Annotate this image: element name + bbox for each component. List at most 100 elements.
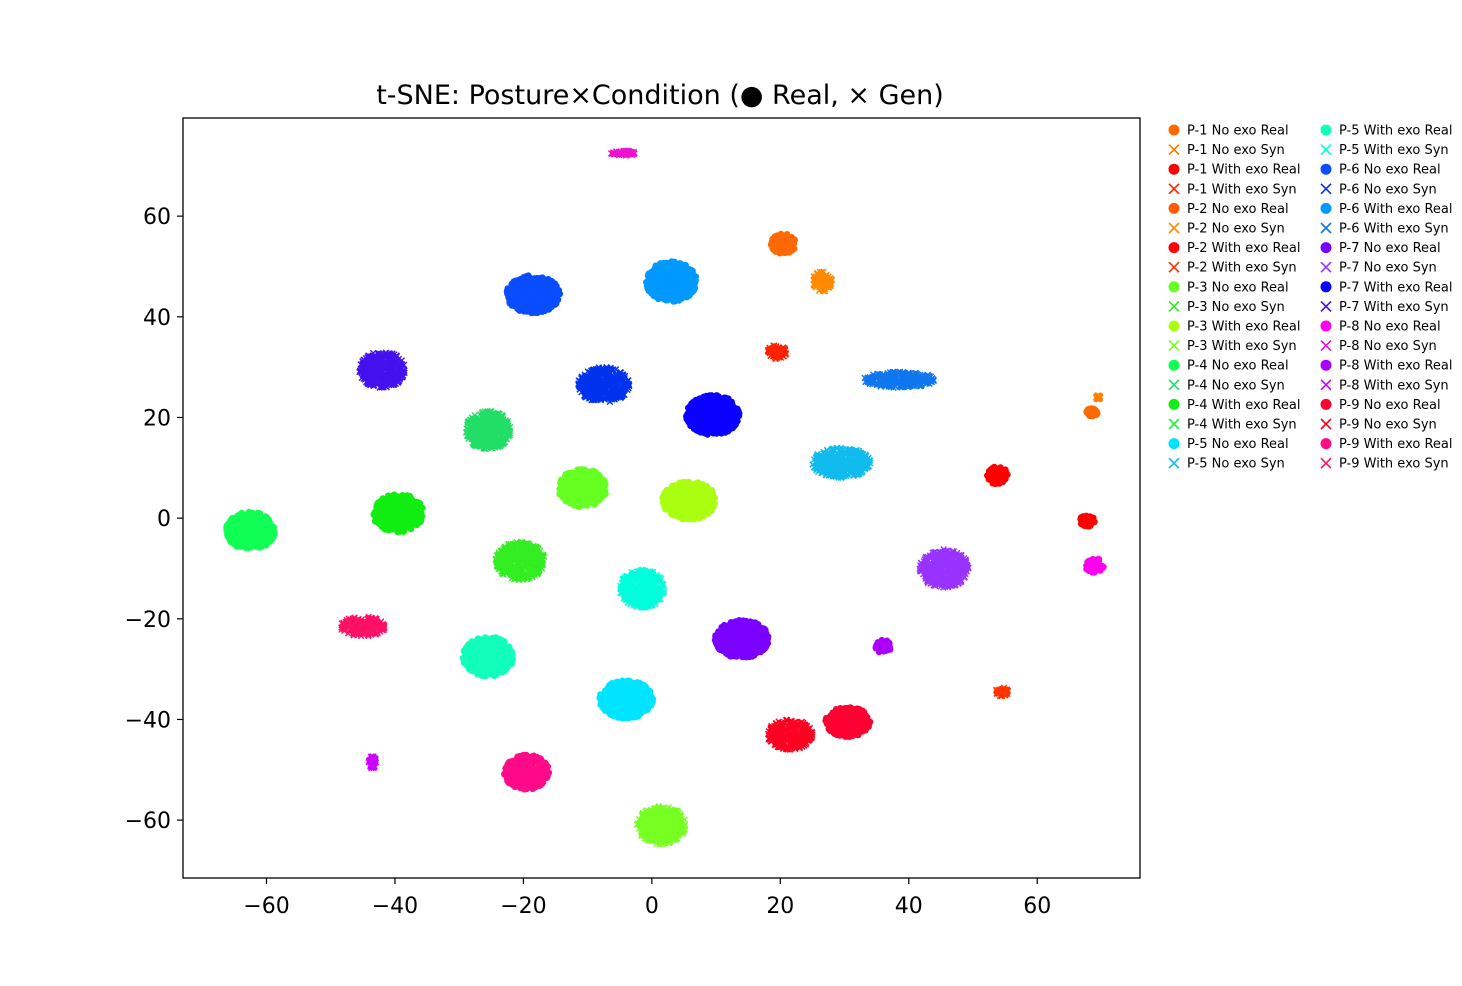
data-point: [827, 282, 834, 289]
data-point: [993, 479, 1000, 486]
data-point: [821, 287, 828, 295]
data-point: [601, 482, 608, 490]
series-p-1-no-exo-syn: [1093, 392, 1104, 403]
series-p-5-no-exo-real: [596, 677, 657, 722]
data-point: [624, 682, 631, 690]
data-point: [612, 685, 620, 692]
data-point: [388, 499, 396, 506]
series-p-1-with-exo-real: [984, 463, 1011, 487]
data-point: [250, 512, 257, 519]
data-point: [686, 489, 693, 496]
data-point: [813, 273, 820, 280]
data-point: [1080, 521, 1087, 528]
series-p-3-with-exo-real: [659, 478, 719, 523]
data-point: [826, 276, 834, 283]
data-point: [564, 486, 572, 493]
data-point: [694, 506, 702, 513]
data-point: [771, 354, 779, 361]
data-point: [487, 670, 494, 677]
data-point: [659, 495, 666, 502]
data-point: [818, 269, 825, 276]
data-point: [390, 518, 397, 525]
data-point: [636, 702, 643, 709]
data-point: [643, 694, 650, 701]
data-point: [484, 636, 491, 643]
data-point: [630, 709, 637, 717]
data-point: [821, 285, 829, 293]
data-point: [649, 698, 656, 706]
data-point: [487, 662, 494, 669]
data-point: [251, 519, 258, 526]
data-point: [505, 647, 513, 655]
data-point: [678, 493, 686, 501]
data-point: [383, 507, 390, 514]
data-point: [1088, 408, 1095, 415]
series-p-4-no-exo-real: [223, 508, 278, 552]
data-point: [579, 499, 586, 506]
data-point: [776, 346, 783, 353]
data-point: [994, 469, 1001, 477]
series-p-1-with-exo-syn: [764, 342, 790, 363]
data-point: [490, 636, 497, 644]
data-point: [258, 525, 265, 532]
data-point: [774, 232, 781, 239]
data-point: [688, 509, 695, 516]
data-point: [391, 491, 398, 498]
data-point: [988, 468, 996, 475]
data-point: [810, 277, 817, 284]
data-point: [245, 528, 253, 535]
data-point: [773, 243, 780, 251]
data-point: [782, 233, 789, 241]
data-point: [585, 489, 593, 496]
series-p-3-no-exo-syn: [492, 538, 548, 584]
data-point: [619, 677, 626, 684]
data-point: [679, 514, 686, 522]
data-point: [235, 517, 242, 525]
points-layer: [223, 147, 1107, 848]
data-point: [624, 706, 631, 713]
data-point: [766, 346, 773, 353]
data-point: [678, 480, 685, 487]
data-point: [584, 480, 591, 488]
data-point: [263, 541, 270, 548]
data-point: [255, 509, 263, 517]
data-point: [570, 474, 578, 482]
data-point: [988, 474, 995, 481]
plot-area: [182, 117, 1141, 879]
data-point: [470, 648, 477, 655]
data-point: [562, 472, 569, 480]
series-p-3-no-exo-real: [556, 466, 609, 510]
data-point: [579, 494, 587, 501]
data-point: [382, 526, 389, 533]
data-point: [464, 647, 471, 655]
data-point: [1088, 516, 1095, 523]
data-point: [238, 510, 245, 518]
data-point: [254, 537, 261, 544]
data-point: [587, 472, 594, 479]
data-point: [691, 495, 698, 502]
data-point: [463, 657, 470, 664]
data-point: [597, 701, 604, 708]
data-point: [223, 522, 231, 529]
data-point: [395, 523, 402, 531]
series-p-4-no-exo-syn: [462, 408, 514, 453]
data-point: [407, 495, 415, 502]
series-p-2-with-exo-real: [1077, 512, 1098, 530]
data-point: [477, 649, 485, 656]
data-point: [416, 519, 424, 526]
data-point: [231, 531, 238, 538]
data-point: [565, 497, 572, 504]
chart-title: t-SNE: Posture×Condition (● Real, × Gen): [376, 80, 944, 111]
data-point: [597, 692, 604, 699]
series-p-5-with-exo-real: [459, 634, 516, 680]
data-point: [689, 481, 697, 489]
series-p-2-no-exo-syn: [810, 268, 836, 295]
data-point: [379, 497, 386, 505]
data-point: [399, 509, 406, 516]
data-point: [777, 354, 785, 361]
data-point: [699, 481, 707, 488]
data-point: [771, 352, 779, 359]
data-point: [481, 668, 488, 675]
data-point: [668, 497, 675, 504]
